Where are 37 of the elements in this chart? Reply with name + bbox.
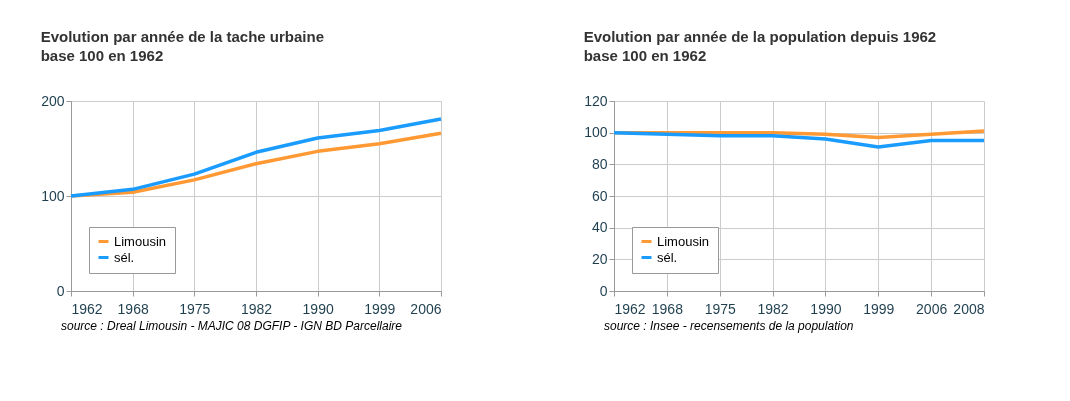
x-tick-label: 2008: [953, 300, 985, 317]
y-tick-label: 80: [591, 155, 608, 172]
x-tick-label: 1999: [364, 300, 396, 317]
x-tick-label: 1968: [651, 300, 684, 317]
chart-subtitle: base 100 en 1962: [40, 47, 164, 64]
line-series: [612, 130, 986, 149]
y-tick-label: 40: [591, 219, 608, 236]
x-tick-label: 1982: [757, 300, 789, 317]
x-tick-label: 2006: [410, 300, 442, 317]
source-note: source : Dreal Limousin - MAJIC 08 DGFIP - IGN BD Parcellaire: [61, 319, 403, 333]
x-tick-label: 1975: [179, 300, 211, 317]
y-tick-label: 0: [56, 282, 65, 299]
legend-label: sél.: [114, 249, 135, 265]
y-tick-label: 200: [41, 92, 65, 109]
y-tick-label: 120: [584, 92, 608, 109]
x-tick-label: 1999: [863, 300, 895, 317]
chart-title: Evolution par année de la population depuis 1962: [583, 28, 937, 45]
x-tick-label: 1990: [810, 300, 842, 317]
y-tick-label: 20: [591, 250, 608, 267]
chart-title: Evolution par année de la tache urbaine: [40, 28, 325, 45]
x-tick-label: 1975: [704, 300, 736, 317]
x-tick-label: 1982: [240, 300, 273, 317]
source-note: source : Insee - recensements de la population: [604, 319, 854, 333]
line-series: [69, 117, 443, 198]
legend-label: Limousin: [114, 233, 167, 249]
y-tick-label: 0: [599, 282, 608, 299]
x-tick-label: 1990: [302, 300, 334, 317]
legend-label: sél.: [657, 249, 678, 265]
x-tick-label: 1968: [117, 300, 149, 317]
legend-label: Limousin: [657, 233, 710, 249]
chart-subtitle: base 100 en 1962: [583, 47, 707, 64]
y-tick-label: 60: [591, 187, 608, 204]
y-tick-label: 100: [584, 124, 608, 141]
x-tick-label: 1962: [614, 300, 646, 317]
x-tick-label: 2006: [916, 300, 948, 317]
x-tick-label: 1962: [71, 300, 103, 317]
y-tick-label: 100: [41, 187, 65, 204]
